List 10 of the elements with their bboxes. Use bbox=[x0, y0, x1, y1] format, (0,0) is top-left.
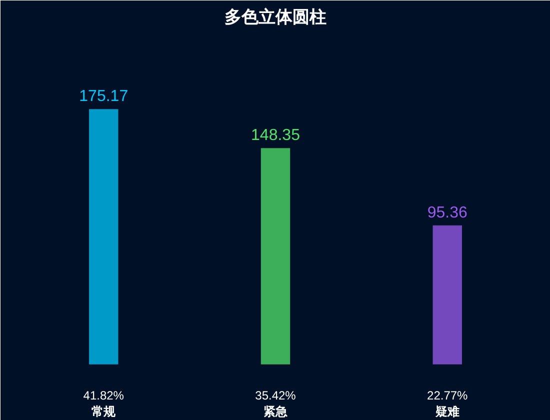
text: 22.77% bbox=[427, 388, 468, 402]
chart-title: 多色立体圆柱 bbox=[224, 8, 326, 28]
data-label: 175.17 bbox=[79, 88, 128, 106]
text: 35.42% bbox=[255, 388, 296, 402]
data-label: 148.35 bbox=[251, 127, 300, 144]
x-tick-label: 紧急 bbox=[264, 404, 288, 418]
x-tick-label: 疑难 bbox=[434, 404, 460, 418]
x-tick-label: 常规 bbox=[92, 404, 117, 418]
data-label: 95.36 bbox=[427, 204, 468, 222]
text: 41.82% bbox=[83, 388, 124, 402]
